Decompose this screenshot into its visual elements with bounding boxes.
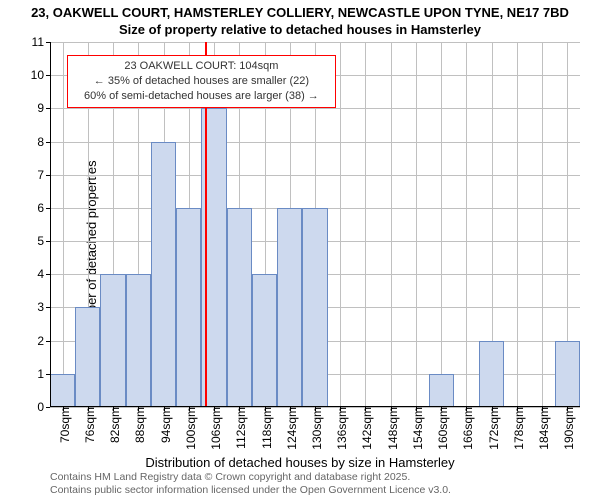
x-tick-mark [365,407,366,411]
x-axis-label: Distribution of detached houses by size … [0,455,600,470]
chart-footer: Contains HM Land Registry data © Crown c… [50,471,451,498]
x-tick-label: 136sqm [331,407,349,450]
plot-area: 0123456789101170sqm76sqm82sqm88sqm94sqm1… [50,42,580,407]
histogram-bar [126,274,151,407]
x-axis-line [50,406,580,407]
x-tick-mark [567,407,568,411]
x-tick-mark [441,407,442,411]
x-tick-label: 184sqm [533,407,551,450]
x-tick-label: 190sqm [558,407,576,450]
footer-line1: Contains HM Land Registry data © Crown c… [50,471,451,485]
histogram-bar [151,142,176,407]
histogram-bar [227,208,252,407]
x-tick-label: 166sqm [457,407,475,450]
x-tick-mark [542,407,543,411]
x-tick-label: 82sqm [104,407,122,443]
histogram-bar [555,341,580,407]
x-tick-mark [466,407,467,411]
x-tick-label: 70sqm [54,407,72,443]
grid-line-v [542,42,543,407]
annotation-box: 23 OAKWELL COURT: 104sqm← 35% of detache… [67,55,336,108]
x-tick-label: 142sqm [356,407,374,450]
x-tick-label: 112sqm [230,407,248,449]
x-tick-label: 148sqm [382,407,400,450]
x-tick-mark [214,407,215,411]
grid-line-v [416,42,417,407]
x-tick-mark [391,407,392,411]
x-tick-mark [189,407,190,411]
x-tick-label: 154sqm [407,407,425,450]
histogram-bar [176,208,201,407]
annotation-line3: 60% of semi-detached houses are larger (… [74,89,329,104]
x-tick-mark [315,407,316,411]
x-tick-label: 76sqm [79,407,97,443]
grid-line-v [517,42,518,407]
x-tick-label: 94sqm [155,407,173,443]
chart-title-line1: 23, OAKWELL COURT, HAMSTERLEY COLLIERY, … [0,5,600,20]
x-tick-label: 178sqm [508,407,526,450]
x-tick-label: 100sqm [180,407,198,450]
x-tick-mark [340,407,341,411]
y-axis-line [50,42,51,407]
histogram-bar [479,341,504,407]
histogram-bar [429,374,454,407]
x-tick-label: 130sqm [306,407,324,450]
histogram-bar [100,274,125,407]
x-tick-mark [239,407,240,411]
x-tick-mark [138,407,139,411]
grid-line-v [365,42,366,407]
x-tick-mark [88,407,89,411]
footer-line2: Contains public sector information licen… [50,484,451,498]
histogram-bar [302,208,327,407]
x-tick-label: 118sqm [256,407,274,449]
x-tick-mark [113,407,114,411]
histogram-bar [252,274,277,407]
x-tick-mark [290,407,291,411]
histogram-bar [75,307,100,407]
grid-line-v [441,42,442,407]
x-tick-mark [164,407,165,411]
x-tick-label: 124sqm [281,407,299,450]
chart-title-line2: Size of property relative to detached ho… [0,22,600,37]
grid-line-v [391,42,392,407]
x-tick-label: 88sqm [129,407,147,443]
x-tick-label: 106sqm [205,407,223,450]
histogram-bar [277,208,302,407]
x-tick-mark [517,407,518,411]
x-tick-mark [265,407,266,411]
x-tick-label: 172sqm [483,407,501,450]
x-tick-mark [492,407,493,411]
histogram-bar [50,374,75,407]
y-tick-mark [46,407,50,408]
x-tick-mark [63,407,64,411]
grid-line-v [63,42,64,407]
grid-line-v [340,42,341,407]
x-tick-label: 160sqm [432,407,450,450]
grid-line-v [466,42,467,407]
annotation-line1: 23 OAKWELL COURT: 104sqm [74,59,329,74]
annotation-line2: ← 35% of detached houses are smaller (22… [74,74,329,89]
x-tick-mark [416,407,417,411]
